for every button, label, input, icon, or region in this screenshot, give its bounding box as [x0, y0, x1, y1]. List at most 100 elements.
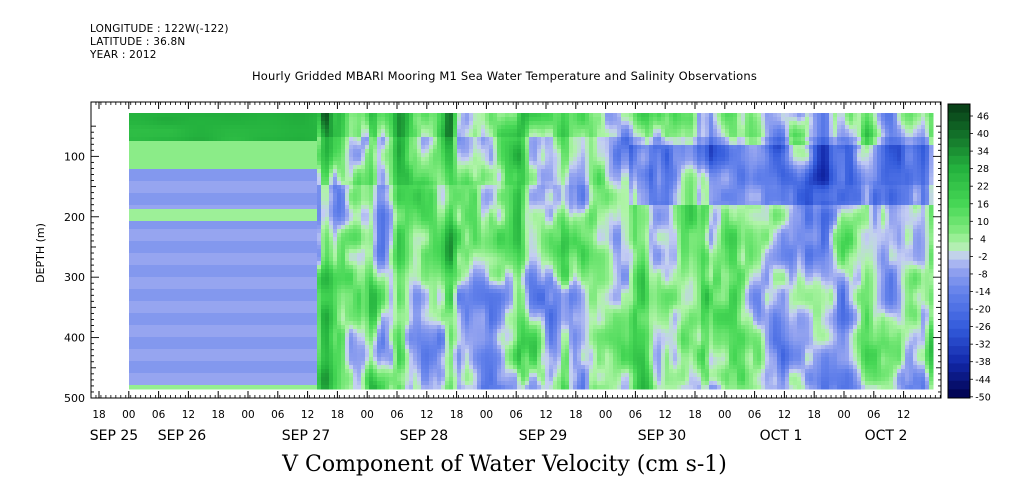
heatmap-cell — [409, 257, 414, 262]
heatmap-cell — [277, 337, 282, 342]
heatmap-cell — [257, 349, 262, 354]
heatmap-cell — [329, 357, 334, 362]
heatmap-cell — [361, 121, 366, 126]
heatmap-cell — [245, 125, 250, 130]
heatmap-cell — [173, 333, 178, 338]
heatmap-cell — [281, 149, 286, 154]
heatmap-cell — [149, 149, 154, 154]
heatmap-cell — [265, 293, 270, 298]
heatmap-cell — [385, 309, 390, 314]
heatmap-cell — [245, 353, 250, 358]
heatmap-cell — [417, 185, 422, 190]
heatmap-cell — [261, 165, 266, 170]
heatmap-cell — [253, 341, 258, 346]
heatmap-cell — [165, 381, 170, 386]
heatmap-cell — [389, 197, 394, 202]
heatmap-cell — [273, 381, 278, 386]
heatmap-cell — [309, 321, 314, 326]
heatmap-cell — [333, 129, 338, 134]
heatmap-cell — [385, 229, 390, 234]
heatmap-cell — [249, 237, 254, 242]
heatmap-cell — [317, 289, 322, 294]
heatmap-cell — [173, 249, 178, 254]
heatmap-cell — [157, 253, 162, 258]
heatmap-cell — [153, 325, 158, 330]
heatmap-cell — [373, 253, 378, 258]
year-label: YEAR : 2012 — [90, 49, 157, 61]
heatmap-cell — [281, 153, 286, 158]
heatmap-cell — [321, 169, 326, 174]
heatmap-cell — [397, 333, 402, 338]
heatmap-cell — [153, 345, 158, 350]
heatmap-cell — [393, 229, 398, 234]
heatmap-cell — [345, 129, 350, 134]
heatmap-cell — [333, 201, 338, 206]
heatmap-cell — [265, 117, 270, 122]
heatmap-cell — [289, 237, 294, 242]
heatmap-cell — [361, 133, 366, 138]
heatmap-cell — [145, 317, 150, 322]
heatmap-cell — [393, 113, 398, 118]
heatmap-cell — [289, 121, 294, 126]
heatmap-cell — [185, 265, 190, 270]
heatmap-cell — [209, 269, 214, 274]
heatmap-cell — [277, 225, 282, 230]
heatmap-cell — [165, 149, 170, 154]
heatmap-cell — [177, 361, 182, 366]
heatmap-cell — [397, 337, 402, 342]
heatmap-cell — [141, 129, 146, 134]
heatmap-cell — [137, 365, 142, 370]
heatmap-cell — [157, 133, 162, 138]
heatmap-cell — [157, 221, 162, 226]
heatmap-cell — [345, 189, 350, 194]
heatmap-cell — [205, 361, 210, 366]
heatmap-cell — [357, 285, 362, 290]
heatmap-cell — [361, 249, 366, 254]
heatmap-cell — [221, 173, 226, 178]
heatmap-cell — [393, 249, 398, 254]
heatmap-cell — [225, 205, 230, 210]
heatmap-cell — [345, 309, 350, 314]
heatmap-cell — [233, 293, 238, 298]
heatmap-cell — [281, 121, 286, 126]
heatmap-cell — [393, 241, 398, 246]
heatmap-cell — [253, 365, 258, 370]
heatmap-cell — [205, 273, 210, 278]
heatmap-cell — [185, 157, 190, 162]
heatmap-cell — [229, 165, 234, 170]
heatmap-cell — [381, 365, 386, 370]
heatmap-cell — [149, 325, 154, 330]
heatmap-cell — [205, 305, 210, 310]
heatmap-cell — [145, 305, 150, 310]
heatmap-cell — [153, 257, 158, 262]
heatmap-cell — [393, 357, 398, 362]
heatmap-cell — [321, 341, 326, 346]
heatmap-cell — [365, 309, 370, 314]
heatmap-cell — [317, 185, 322, 190]
heatmap-cell — [409, 141, 414, 146]
heatmap-cell — [317, 193, 322, 198]
heatmap-cell — [333, 353, 338, 358]
heatmap-cell — [357, 169, 362, 174]
heatmap-cell — [329, 189, 334, 194]
heatmap-cell — [189, 121, 194, 126]
heatmap-cell — [245, 213, 250, 218]
heatmap-cell — [161, 161, 166, 166]
heatmap-cell — [321, 261, 326, 266]
heatmap-cell — [189, 245, 194, 250]
heatmap-cell — [149, 373, 154, 378]
heatmap-cell — [297, 125, 302, 130]
heatmap-cell — [313, 233, 318, 238]
heatmap-cell — [297, 177, 302, 182]
heatmap-cell — [133, 257, 138, 262]
heatmap-cell — [213, 149, 218, 154]
heatmap-cell — [177, 209, 182, 214]
heatmap-cell — [345, 381, 350, 386]
heatmap-cell — [345, 145, 350, 150]
heatmap-cell — [401, 345, 406, 350]
heatmap-cell — [365, 205, 370, 210]
heatmap-cell — [309, 185, 314, 190]
heatmap-cell — [225, 217, 230, 222]
heatmap-cell — [193, 261, 198, 266]
heatmap-cell — [213, 337, 218, 342]
